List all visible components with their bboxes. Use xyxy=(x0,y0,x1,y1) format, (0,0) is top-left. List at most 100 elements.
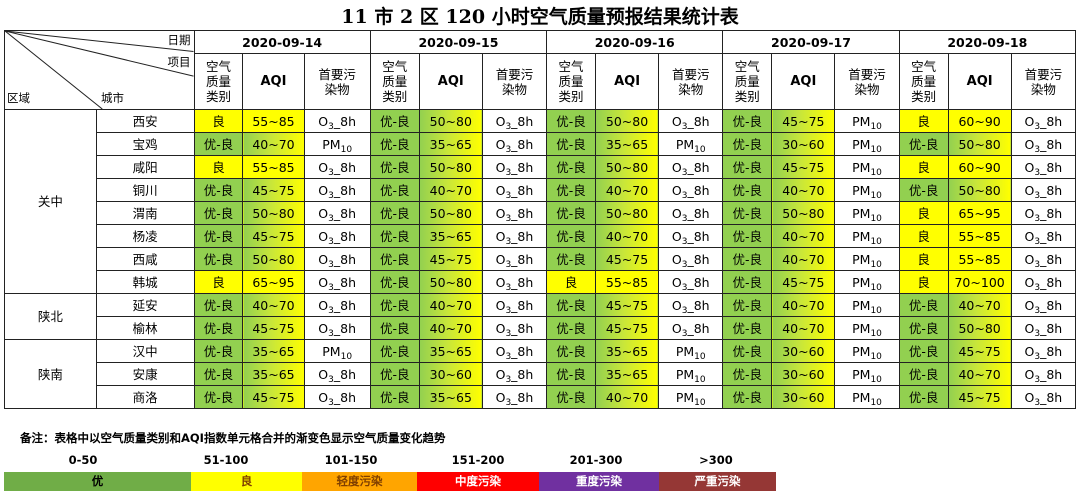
pollutant-main: PM xyxy=(852,297,871,313)
col-header-pollutant: 首要污染物 xyxy=(303,53,371,110)
city-cell: 铜川 xyxy=(95,178,195,202)
category-cell: 优-良 xyxy=(369,132,420,156)
pollutant-sub: _8h xyxy=(1040,251,1063,267)
pollutant-sub: _8h xyxy=(1040,274,1063,290)
table-row: 韩城良65~95O3_8hO3优-良50~80O3_8hO3良55~85O3_8… xyxy=(5,270,1077,294)
pollutant-cell: PM10 xyxy=(658,132,724,156)
category-cell: 优-良 xyxy=(546,293,596,317)
category-cell: 优-良 xyxy=(722,385,773,409)
pollutant-cell: O3_8hO3 xyxy=(303,109,371,133)
col-header-pollutant: 首要污染物 xyxy=(1010,53,1077,110)
aqi-cell: 50~80 xyxy=(594,155,660,179)
city-cell: 韩城 xyxy=(95,270,195,294)
pollutant-main: PM xyxy=(852,136,871,152)
category-cell: 优-良 xyxy=(722,339,773,363)
pollutant-cell: O3_8hO3 xyxy=(1010,385,1077,409)
table-row: 铜川优-良45~75O3_8hO3优-良40~70O3_8hO3优-良40~70… xyxy=(5,178,1077,202)
category-cell: 优-良 xyxy=(369,224,420,248)
pollutant-sub: _8h xyxy=(333,182,357,198)
pollutant-main: PM xyxy=(852,205,871,221)
category-cell: 良 xyxy=(193,155,244,179)
pollutant-sub: _8h xyxy=(333,228,357,244)
pollutant-sub: _8h xyxy=(1040,366,1063,382)
category-cell: 优-良 xyxy=(898,132,949,156)
pollutant-sub: 10 xyxy=(340,144,353,155)
col-header-aqi: AQI xyxy=(771,53,836,110)
city-cell: 商洛 xyxy=(95,385,195,409)
aqi-cell: 55~85 xyxy=(242,155,305,179)
category-cell: 优-良 xyxy=(193,224,244,248)
col-header-aqi: AQI xyxy=(242,53,305,110)
aqi-cell: 45~75 xyxy=(771,270,836,294)
pollutant-cell: O3_8hO3 xyxy=(658,109,724,133)
pollutant-cell: O3_8hO3 xyxy=(658,293,724,317)
pollutant-sub: _8h xyxy=(333,251,357,267)
aqi-cell: 55~85 xyxy=(947,224,1012,248)
corner-region-label: 区域 xyxy=(7,91,30,105)
table-row: 咸阳良55~85O3_8hO3优-良50~80O3_8hO3优-良50~80O3… xyxy=(5,155,1077,179)
date-header: 2020-09-15 xyxy=(369,30,548,54)
pollutant-cell: PM10 xyxy=(658,339,724,363)
legend-swatch: 重度污染 xyxy=(539,472,659,491)
pollutant-sub: _8h xyxy=(511,113,534,129)
table-corner-header: 日期 项目 区域 城市 xyxy=(4,30,195,110)
pollutant-cell: PM10 xyxy=(834,201,900,225)
pollutant-sub: _8h xyxy=(333,113,357,129)
pollutant-cell: O3_8hO3 xyxy=(481,270,548,294)
pollutant-cell: O3_8hO3 xyxy=(481,339,548,363)
pollutant-sub: _8h xyxy=(1040,320,1063,336)
pollutant-cell: O3_8hO3 xyxy=(658,270,724,294)
pollutant-sub: 10 xyxy=(870,351,882,362)
col-header-pollutant: 首要污染物 xyxy=(481,53,548,110)
region-cell: 关中 xyxy=(4,109,97,294)
legend-note: 备注：表格中以空气质量类别和AQI指数单元格合并的渐变色显示空气质量变化趋势 xyxy=(20,431,446,445)
city-cell: 宝鸡 xyxy=(95,132,195,156)
aqi-cell: 40~70 xyxy=(771,316,836,340)
pollutant-sub: 10 xyxy=(870,328,882,339)
pollutant-main: PM xyxy=(675,136,695,152)
aqi-cell: 65~95 xyxy=(242,270,305,294)
pollutant-sub: _8h xyxy=(333,366,357,382)
city-cell: 咸阳 xyxy=(95,155,195,179)
aqi-cell: 30~60 xyxy=(771,132,836,156)
category-cell: 良 xyxy=(193,270,244,294)
pollutant-sub: _8h xyxy=(511,182,534,198)
category-cell: 优-良 xyxy=(193,132,244,156)
aqi-cell: 35~65 xyxy=(594,339,660,363)
pollutant-cell: O3_8hO3 xyxy=(1010,224,1077,248)
pollutant-cell: PM10 xyxy=(658,385,724,409)
pollutant-cell: O3_8hO3 xyxy=(658,155,724,179)
pollutant-sub: 10 xyxy=(694,374,706,385)
page-title: 11 市 2 区 120 小时空气质量预报结果统计表 xyxy=(341,6,739,28)
pollutant-cell: O3_8hO3 xyxy=(658,178,724,202)
aqi-cell: 30~60 xyxy=(418,362,483,386)
pollutant-sub: 10 xyxy=(870,259,882,270)
aqi-cell: 40~70 xyxy=(771,178,836,202)
pollutant-sub: 10 xyxy=(870,121,882,132)
pollutant-sub: _8h xyxy=(687,159,710,175)
category-cell: 优-良 xyxy=(193,362,244,386)
col-header-pollutant: 首要污染物 xyxy=(834,53,900,110)
pollutant-main: PM xyxy=(852,274,871,290)
pollutant-main: PM xyxy=(852,251,871,267)
pollutant-sub: _8h xyxy=(687,205,710,221)
aqi-cell: 50~80 xyxy=(418,155,483,179)
pollutant-cell: PM10 xyxy=(834,247,900,271)
pollutant-main: PM xyxy=(852,182,871,198)
aqi-cell: 40~70 xyxy=(771,224,836,248)
city-cell: 西安 xyxy=(95,109,195,133)
aqi-cell: 40~70 xyxy=(242,132,305,156)
pollutant-cell: PM10 xyxy=(834,132,900,156)
legend-range: >300 xyxy=(699,453,733,467)
pollutant-cell: PM10 xyxy=(303,339,371,363)
pollutant-cell: O3_8hO3 xyxy=(658,316,724,340)
legend-swatch: 严重污染 xyxy=(659,472,776,491)
pollutant-sub: _8h xyxy=(333,159,357,175)
pollutant-cell: PM10 xyxy=(834,316,900,340)
pollutant-cell: O3_8hO3 xyxy=(658,247,724,271)
legend-swatch: 轻度污染 xyxy=(302,472,417,491)
legend-swatch: 优 xyxy=(4,472,191,491)
category-cell: 良 xyxy=(898,270,949,294)
pollutant-sub: _8h xyxy=(687,274,710,290)
corner-diagonal-lines xyxy=(5,31,194,109)
